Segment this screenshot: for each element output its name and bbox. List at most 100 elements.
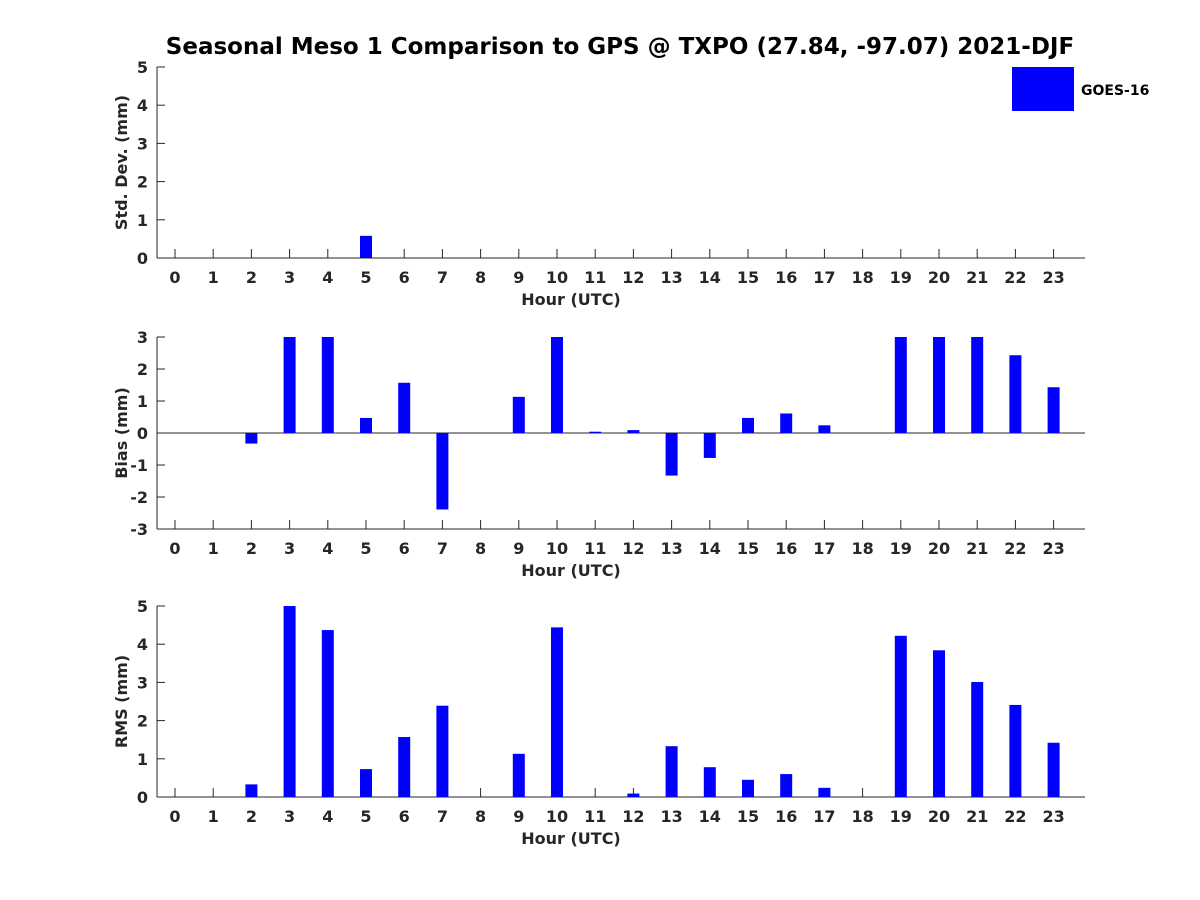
std-dev-x-tick-label: 5 (360, 268, 371, 287)
std-dev-x-tick-label: 10 (546, 268, 568, 287)
bias-x-tick-label: 13 (660, 539, 682, 558)
rms-bar-hour-16 (780, 774, 793, 797)
rms-y-tick-label: 0 (137, 788, 148, 807)
bias-bar-hour-21 (971, 337, 984, 433)
std-dev-x-axis-label: Hour (UTC) (521, 290, 621, 309)
legend-swatch-goes-16 (1012, 67, 1074, 111)
rms-x-tick-label: 22 (1004, 807, 1026, 826)
rms-x-tick-label: 18 (851, 807, 873, 826)
bias-x-tick-label: 21 (966, 539, 988, 558)
rms-y-tick-label: 3 (137, 673, 148, 692)
bias-y-tick-label: 3 (137, 328, 148, 347)
std-dev-x-tick-label: 22 (1004, 268, 1026, 287)
std-dev-y-tick-label: 4 (137, 96, 148, 115)
bias-bar-hour-9 (512, 396, 525, 433)
bias-x-tick-label: 16 (775, 539, 797, 558)
rms-x-tick-label: 11 (584, 807, 606, 826)
std-dev-y-tick-label: 3 (137, 134, 148, 153)
rms-bar-hour-17 (818, 787, 831, 797)
rms-x-axis-label: Hour (UTC) (521, 829, 621, 848)
bias-x-tick-label: 1 (208, 539, 219, 558)
bias-x-tick-label: 14 (699, 539, 721, 558)
bias-x-tick-label: 11 (584, 539, 606, 558)
bias-x-tick-label: 17 (813, 539, 835, 558)
bias-x-tick-label: 4 (322, 539, 333, 558)
std-dev-bar-hour-5 (360, 235, 372, 258)
bias-bar-hour-17 (818, 425, 831, 433)
bias-bar-hour-19 (894, 337, 907, 433)
rms-bar-hour-7 (436, 705, 449, 797)
rms-bar-hour-13 (665, 746, 678, 797)
std-dev-x-tick-label: 9 (513, 268, 524, 287)
std-dev-y-tick-label: 5 (137, 58, 148, 77)
bias-x-tick-label: 8 (475, 539, 486, 558)
rms-x-tick-label: 13 (660, 807, 682, 826)
rms-x-tick-label: 7 (437, 807, 448, 826)
legend-label-goes-16: GOES-16 (1081, 83, 1149, 99)
rms-x-tick-label: 12 (622, 807, 644, 826)
std-dev-x-tick-label: 19 (890, 268, 912, 287)
rms-x-tick-label: 3 (284, 807, 295, 826)
rms-x-tick-label: 17 (813, 807, 835, 826)
std-dev-x-tick-label: 18 (851, 268, 873, 287)
chart-title: Seasonal Meso 1 Comparison to GPS @ TXPO… (166, 34, 1074, 60)
bias-y-axis-label: Bias (mm) (112, 387, 131, 479)
rms-x-tick-label: 0 (169, 807, 180, 826)
bias-x-tick-label: 5 (360, 539, 371, 558)
bias-x-tick-label: 12 (622, 539, 644, 558)
std-dev-x-tick-label: 2 (246, 268, 257, 287)
std-dev-x-tick-label: 7 (437, 268, 448, 287)
bias-y-tick-label: 0 (137, 424, 148, 443)
std-dev-x-tick-label: 3 (284, 268, 295, 287)
bias-x-tick-label: 10 (546, 539, 568, 558)
rms-x-tick-label: 2 (246, 807, 257, 826)
bias-bar-hour-10 (551, 337, 563, 433)
rms-x-tick-label: 5 (360, 807, 371, 826)
rms-bar-hour-20 (933, 650, 945, 797)
std-dev-y-axis-label: Std. Dev. (mm) (112, 95, 131, 230)
rms-x-tick-label: 9 (513, 807, 524, 826)
std-dev-y-tick-label: 0 (137, 249, 148, 268)
rms-bar-hour-3 (283, 606, 296, 797)
bias-x-tick-label: 9 (513, 539, 524, 558)
rms-x-tick-label: 4 (322, 807, 333, 826)
rms-x-tick-label: 21 (966, 807, 988, 826)
bias-x-tick-label: 20 (928, 539, 950, 558)
bias-bar-hour-12 (627, 430, 640, 433)
bias-x-tick-label: 15 (737, 539, 759, 558)
std-dev-x-tick-label: 1 (208, 268, 219, 287)
bias-bar-hour-15 (742, 417, 754, 433)
bias-bar-hour-4 (321, 337, 334, 433)
rms-y-tick-label: 4 (137, 635, 148, 654)
std-dev-x-tick-label: 21 (966, 268, 988, 287)
bias-bar-hour-5 (360, 417, 372, 433)
rms-bar-hour-21 (971, 682, 984, 797)
bias-x-tick-label: 3 (284, 539, 295, 558)
std-dev-x-tick-label: 14 (699, 268, 721, 287)
std-dev-x-tick-label: 20 (928, 268, 950, 287)
bias-x-tick-label: 19 (890, 539, 912, 558)
std-dev-x-tick-label: 8 (475, 268, 486, 287)
bias-x-tick-label: 7 (437, 539, 448, 558)
bias-bar-hour-20 (933, 337, 945, 433)
rms-x-tick-label: 10 (546, 807, 568, 826)
legend: GOES-16 (1012, 67, 1149, 111)
rms-bar-hour-4 (321, 630, 334, 797)
rms-bar-hour-10 (551, 627, 563, 797)
rms-bar-hour-15 (742, 779, 754, 797)
rms-y-tick-label: 5 (137, 597, 148, 616)
rms-bar-hour-6 (398, 737, 411, 797)
std-dev-x-tick-label: 4 (322, 268, 333, 287)
std-dev-x-tick-label: 0 (169, 268, 180, 287)
bias-bar-hour-2 (245, 433, 258, 444)
std-dev-x-tick-label: 13 (660, 268, 682, 287)
bias-y-tick-label: -1 (130, 456, 148, 475)
bias-bar-hour-13 (665, 433, 678, 476)
bias-y-tick-label: -2 (130, 488, 148, 507)
rms-x-tick-label: 8 (475, 807, 486, 826)
bias-y-tick-label: -3 (130, 520, 148, 539)
rms-bar-hour-5 (360, 769, 372, 797)
bias-x-tick-label: 23 (1042, 539, 1064, 558)
std-dev-x-tick-label: 11 (584, 268, 606, 287)
